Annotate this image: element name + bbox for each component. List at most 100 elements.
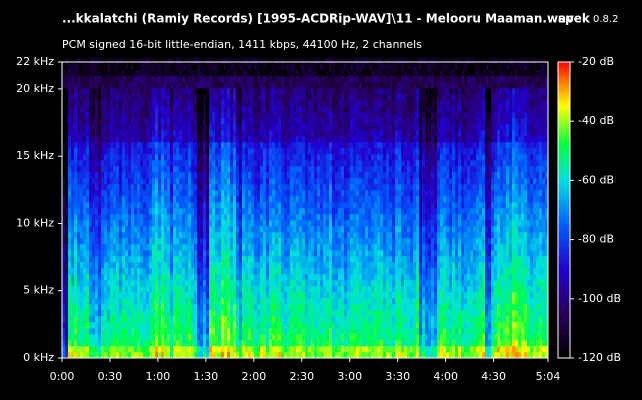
spectrogram-cell bbox=[218, 292, 222, 299]
spectrogram-cell bbox=[314, 88, 318, 95]
spectrogram-cell bbox=[278, 262, 282, 269]
spectrogram-cell bbox=[104, 178, 108, 185]
spectrogram-cell bbox=[326, 280, 330, 287]
spectrogram-cell bbox=[308, 334, 312, 341]
spectrogram-cell bbox=[119, 286, 123, 293]
spectrogram-cell bbox=[80, 304, 84, 311]
spectrogram-cell bbox=[155, 70, 159, 77]
spectrogram-cell bbox=[314, 322, 318, 329]
spectrogram-cell bbox=[188, 322, 192, 329]
spectrogram-cell bbox=[188, 94, 192, 101]
spectrogram-cell bbox=[251, 316, 255, 323]
spectrogram-cell bbox=[71, 298, 75, 305]
spectrogram-cell bbox=[332, 178, 336, 185]
spectrogram-cell bbox=[98, 352, 102, 359]
spectrogram-cell bbox=[110, 58, 114, 65]
spectrogram-cell bbox=[149, 226, 153, 233]
spectrogram-cell bbox=[218, 316, 222, 323]
spectrogram-cell bbox=[281, 226, 285, 233]
spectrogram-cell bbox=[200, 142, 204, 149]
spectrogram-cell bbox=[95, 328, 99, 335]
spectrogram-cell bbox=[212, 220, 216, 227]
spectrogram-cell bbox=[98, 184, 102, 191]
spectrogram-cell bbox=[89, 310, 93, 317]
spectrogram-cell bbox=[113, 124, 117, 131]
spectrogram-cell bbox=[206, 88, 210, 95]
spectrogram-cell bbox=[242, 286, 246, 293]
spectrogram-cell bbox=[86, 292, 90, 299]
spectrogram-cell bbox=[170, 88, 174, 95]
spectrogram-cell bbox=[80, 346, 84, 353]
spectrogram-cell bbox=[134, 238, 138, 245]
spectrogram-cell bbox=[323, 286, 327, 293]
spectrogram-cell bbox=[128, 226, 132, 233]
spectrogram-cell bbox=[314, 334, 318, 341]
spectrogram-cell bbox=[200, 124, 204, 131]
spectrogram-cell bbox=[308, 94, 312, 101]
spectrogram-cell bbox=[164, 334, 168, 341]
spectrogram-cell bbox=[164, 202, 168, 209]
spectrogram-cell bbox=[122, 64, 126, 71]
spectrogram-cell bbox=[191, 268, 195, 275]
spectrogram-cell bbox=[329, 142, 333, 149]
spectrogram-cell bbox=[347, 346, 351, 353]
spectrogram-cell bbox=[209, 256, 213, 263]
spectrogram-cell bbox=[149, 82, 153, 89]
spectrogram-cell bbox=[170, 268, 174, 275]
spectrogram-cell bbox=[272, 76, 276, 83]
spectrogram-cell bbox=[323, 268, 327, 275]
spectrogram-cell bbox=[335, 64, 339, 71]
spectrogram-cell bbox=[83, 346, 87, 353]
spectrogram-cell bbox=[356, 340, 360, 347]
spectrogram-cell bbox=[179, 178, 183, 185]
spectrogram-cell bbox=[239, 88, 243, 95]
spectrogram-cell bbox=[317, 82, 321, 89]
spectrogram-cell bbox=[305, 76, 309, 83]
spectrogram-cell bbox=[152, 76, 156, 83]
spectrogram-cell bbox=[104, 82, 108, 89]
spectrogram-cell bbox=[194, 262, 198, 269]
spectrogram-cell bbox=[125, 322, 129, 329]
spectrogram-cell bbox=[272, 160, 276, 167]
spectrogram-cell bbox=[74, 106, 78, 113]
spectrogram-cell bbox=[275, 262, 279, 269]
spectrogram-cell bbox=[65, 352, 69, 359]
spectrogram-cell bbox=[230, 118, 234, 125]
spectrogram-cell bbox=[323, 292, 327, 299]
spectrogram-cell bbox=[341, 268, 345, 275]
spectrogram-cell bbox=[137, 268, 141, 275]
spectrogram-cell bbox=[221, 100, 225, 107]
spectrogram-cell bbox=[197, 154, 201, 161]
spectrogram-cell bbox=[104, 214, 108, 221]
spectrogram-cell bbox=[344, 100, 348, 107]
spectrogram-cell bbox=[266, 172, 270, 179]
spectrogram-cell bbox=[137, 316, 141, 323]
spectrogram-cell bbox=[230, 166, 234, 173]
spectrogram-cell bbox=[329, 304, 333, 311]
spectrogram-cell bbox=[158, 220, 162, 227]
spectrogram-cell bbox=[218, 64, 222, 71]
spectrogram-cell bbox=[242, 214, 246, 221]
spectrogram-cell bbox=[281, 298, 285, 305]
spectrogram-cell bbox=[275, 232, 279, 239]
spectrogram-cell bbox=[335, 352, 339, 359]
spectrogram-cell bbox=[242, 226, 246, 233]
spectrogram-cell bbox=[203, 262, 207, 269]
spectrogram-cell bbox=[152, 154, 156, 161]
spectrogram-cell bbox=[350, 196, 354, 203]
spectrogram-cell bbox=[137, 88, 141, 95]
spectrogram-cell bbox=[329, 112, 333, 119]
spectrogram-cell bbox=[284, 328, 288, 335]
spectrogram-cell bbox=[242, 310, 246, 317]
spectrogram-cell bbox=[116, 196, 120, 203]
spectrogram-cell bbox=[155, 118, 159, 125]
spectrogram-cell bbox=[347, 148, 351, 155]
spectrogram-cell bbox=[293, 184, 297, 191]
spectrogram-cell bbox=[302, 112, 306, 119]
spectrogram-cell bbox=[356, 184, 360, 191]
spectrogram-cell bbox=[209, 64, 213, 71]
spectrogram-cell bbox=[350, 322, 354, 329]
spectrogram-cell bbox=[227, 88, 231, 95]
spectrogram-cell bbox=[281, 304, 285, 311]
spectrogram-cell bbox=[347, 232, 351, 239]
